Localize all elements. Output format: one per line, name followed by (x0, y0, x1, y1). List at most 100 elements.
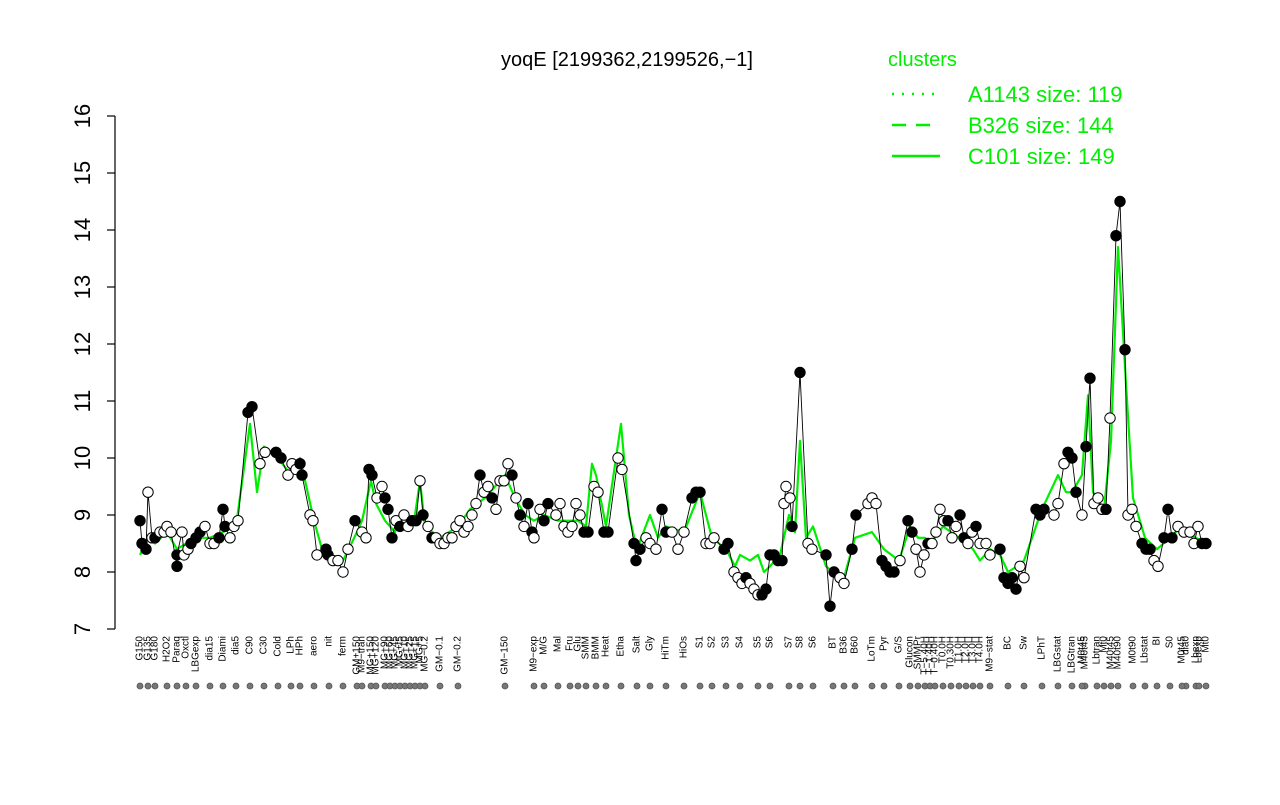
sample-point-filled (379, 492, 391, 504)
sample-point-open (678, 526, 690, 538)
sample-point-open (616, 463, 628, 476)
x-tick-dot (955, 682, 963, 690)
sample-point-filled (217, 503, 229, 515)
x-tick-label: LoTm (867, 636, 878, 662)
x-tick-label: Fru (565, 636, 576, 651)
legend-entry-label: A1143 size: 119 (968, 82, 1123, 107)
sample-point-filled (630, 554, 642, 567)
x-tick-label: G180 (150, 636, 161, 661)
x-tick-label: HiTm (661, 636, 672, 660)
y-tick-label: 11 (70, 390, 95, 413)
x-tick-dot (163, 682, 171, 690)
sample-point-open (307, 515, 319, 527)
sample-point-filled (1066, 452, 1078, 464)
x-tick-label: LPhT (1037, 636, 1048, 660)
sample-point-filled (776, 554, 788, 567)
x-tick-dot (696, 682, 704, 690)
x-tick-dot (1107, 682, 1115, 690)
x-tick-label: G150 (135, 636, 146, 661)
x-tick-dot (436, 682, 444, 690)
x-tick-label: S5 (753, 636, 764, 649)
x-tick-label: MG+25 (405, 636, 416, 670)
x-tick-label: MG−0.2 (420, 636, 431, 672)
sample-point-filled (582, 526, 594, 538)
x-tick-label: Etha (616, 636, 627, 657)
y-tick-label: 16 (70, 104, 95, 128)
x-tick-label: T2.0H (961, 636, 972, 663)
sample-point-filled (954, 509, 966, 521)
sample-point-open (980, 537, 992, 550)
x-tick-dot (1166, 682, 1174, 690)
sample-point-open (1192, 520, 1204, 533)
x-tick-label: H2O2 (162, 636, 173, 663)
x-tick-label: Glu (573, 636, 584, 652)
x-tick-dot (939, 682, 947, 690)
sample-point-filled (1162, 503, 1174, 515)
x-tick-label: MG+60 (385, 636, 396, 670)
sample-point-open (592, 486, 604, 498)
x-tick-dot (1129, 682, 1137, 690)
sample-point-open (376, 480, 388, 493)
x-tick-label: SMM (581, 636, 592, 659)
x-tick-label: Lbtran (1092, 636, 1103, 664)
sample-point-open (672, 543, 684, 555)
x-tick-label: M9−tran (357, 636, 368, 673)
x-tick-dot (766, 682, 774, 690)
sample-point-open (1126, 503, 1138, 515)
x-tick-dot (372, 682, 380, 690)
x-tick-label: Cold (273, 636, 284, 657)
x-tick-dot (617, 682, 625, 690)
x-tick-label: Lbstat (1140, 636, 1151, 663)
x-tick-label: T−0.40H (930, 636, 941, 675)
x-tick-dot (1078, 682, 1086, 690)
x-tick-dot (151, 682, 159, 690)
legend-entry-label: C101 size: 149 (968, 144, 1115, 169)
x-tick-label: Diami (218, 636, 229, 662)
x-tick-label: B36 (839, 636, 850, 654)
x-tick-label: GM+150 (352, 636, 363, 675)
x-tick-label: S6 (808, 636, 819, 649)
x-tick-dot (566, 682, 574, 690)
sample-point-filled (888, 566, 900, 578)
x-tick-dot (722, 682, 730, 690)
sample-point-filled (382, 503, 394, 515)
sample-point-filled (994, 543, 1006, 555)
sample-point-filled (275, 452, 287, 464)
x-tick-dot (1153, 682, 1161, 690)
x-tick-label: MG+15 (410, 636, 421, 670)
sample-point-open (918, 549, 930, 561)
sample-point-open (498, 475, 510, 487)
sample-point-open (254, 458, 266, 470)
sample-point-open (510, 492, 522, 504)
sample-point-open (332, 554, 344, 567)
sample-point-open (930, 526, 942, 538)
sample-point-filled (171, 560, 183, 572)
sample-point-open (946, 532, 958, 544)
x-tick-label: T0.30H (946, 636, 957, 669)
x-tick-label: S3 (721, 636, 732, 649)
x-tick-label: B60 (850, 636, 861, 654)
sample-point-open (894, 554, 906, 567)
sample-point-filled (1080, 440, 1092, 453)
x-tick-dot (962, 682, 970, 690)
x-tick-label: MG+150 (366, 636, 377, 675)
sample-point-open (570, 497, 582, 510)
x-tick-dot (906, 682, 914, 690)
x-tick-label: Pyr (879, 635, 890, 651)
x-tick-dot (358, 682, 366, 690)
x-tick-dot (219, 682, 227, 690)
x-tick-label: S0 (1165, 636, 1176, 649)
x-tick-label: M0t45 (1177, 636, 1188, 664)
sample-point-open (311, 549, 323, 561)
x-tick-label: T4.0H (975, 636, 986, 663)
x-tick-label: M/G (539, 636, 550, 655)
x-tick-label: BI (1152, 636, 1163, 645)
y-tick-label: 13 (70, 275, 95, 299)
sample-point-open (838, 577, 850, 590)
x-tick-dot (914, 682, 922, 690)
sample-point-filled (602, 526, 614, 538)
sample-point-open (1014, 560, 1026, 572)
y-tick-label: 12 (70, 332, 95, 356)
x-tick-dot (582, 682, 590, 690)
